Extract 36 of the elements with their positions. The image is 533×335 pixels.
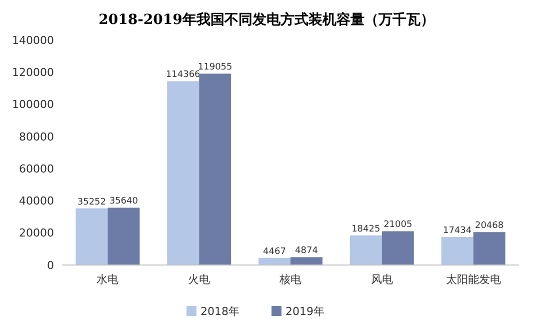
- y-tick-label: 100000: [12, 98, 54, 112]
- y-tick-label: 140000: [12, 34, 54, 47]
- y-tick-label: 120000: [12, 66, 54, 79]
- chart-title: 2018-2019年我国不同发电方式装机容量（万千瓦）: [98, 11, 434, 28]
- y-tick-label: 0: [47, 258, 54, 272]
- bar: [258, 258, 290, 265]
- data-label: 17434: [442, 226, 472, 236]
- data-label: 4467: [263, 246, 286, 257]
- x-tick-label: 风电: [370, 273, 393, 286]
- data-label: 4874: [295, 246, 318, 256]
- x-tick-label: 水电: [96, 273, 119, 286]
- data-label: 114366: [166, 70, 201, 80]
- data-label: 20468: [474, 221, 504, 232]
- bar: [199, 74, 232, 265]
- legend-label: 2019年: [286, 304, 324, 318]
- data-label: 35252: [77, 197, 106, 208]
- x-tick-label: 太阳能发电: [446, 273, 501, 286]
- data-label: 21005: [384, 220, 412, 230]
- bar: [441, 236, 474, 265]
- bar: [76, 208, 108, 265]
- data-label: 119055: [198, 62, 232, 73]
- y-tick-label: 40000: [19, 194, 54, 208]
- x-tick-label: 核电: [278, 273, 302, 286]
- bar: [167, 81, 200, 265]
- data-label: 35640: [109, 196, 138, 207]
- y-tick-label: 60000: [19, 162, 54, 176]
- bar: [350, 235, 382, 265]
- bar: [108, 208, 140, 265]
- y-tick-label: 80000: [19, 130, 54, 144]
- bar: [382, 231, 414, 265]
- y-tick-label: 20000: [19, 226, 54, 240]
- bar: [473, 232, 506, 265]
- data-label: 18425: [352, 224, 380, 234]
- bar: [290, 257, 322, 265]
- x-tick-label: 火电: [188, 273, 210, 286]
- legend-label: 2018年: [200, 304, 240, 318]
